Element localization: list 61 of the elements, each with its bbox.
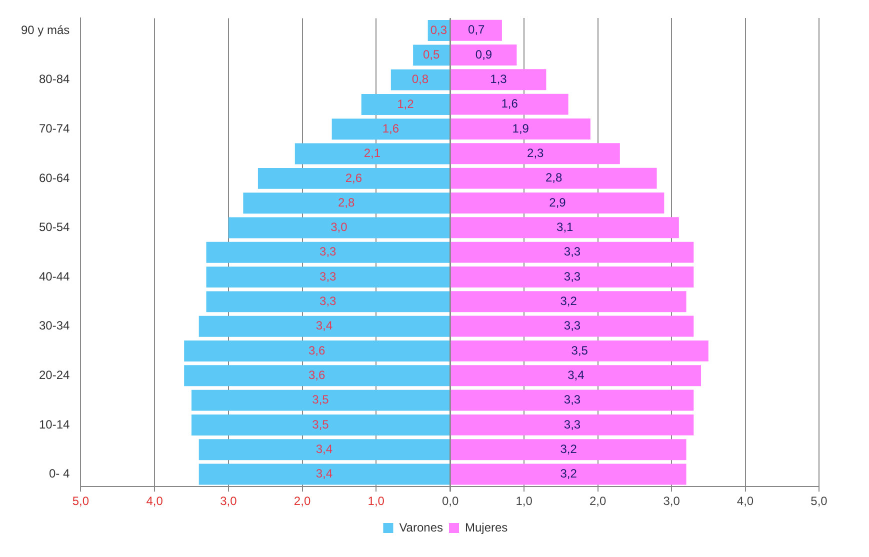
data-label: 2,6 (345, 170, 362, 185)
y-tick-label: 70-74 (38, 121, 70, 136)
data-label: 1,6 (382, 121, 400, 136)
data-label: 3,1 (556, 220, 574, 234)
data-label: 3,5 (312, 392, 330, 407)
data-label: 3,4 (316, 318, 333, 333)
data-label: 1,2 (397, 96, 414, 111)
data-label: 3,2 (560, 466, 577, 481)
data-label: 1,3 (490, 72, 507, 86)
data-label: 2,8 (545, 170, 562, 185)
data-label: 3,3 (320, 244, 337, 259)
y-tick-label: 10-14 (38, 417, 70, 432)
data-label: 0,8 (412, 72, 429, 86)
data-label: 0,5 (422, 47, 440, 62)
x-tick-label: 4,0 (736, 494, 754, 508)
legend-label: Varones (399, 520, 444, 534)
y-tick-label: 0- 4 (49, 466, 70, 481)
y-tick-label: 50-54 (38, 220, 70, 234)
data-label: 3,3 (320, 294, 337, 308)
data-label: 3,6 (308, 368, 326, 382)
data-label: 3,3 (564, 318, 581, 333)
x-tick-label: 3,0 (662, 494, 680, 508)
data-label: 3,2 (560, 442, 577, 456)
x-tick-label: 0,0 (442, 494, 459, 508)
data-label: 3,4 (316, 466, 333, 481)
data-label: 3,0 (330, 220, 348, 234)
data-label: 2,8 (338, 195, 356, 210)
y-tick-label: 40-44 (38, 269, 70, 284)
data-label: 3,3 (564, 269, 581, 284)
y-tick-label: 60-64 (38, 170, 70, 185)
data-label: 2,1 (364, 146, 381, 160)
x-tick-label: 5,0 (72, 494, 90, 508)
data-label: 0,7 (468, 22, 485, 37)
data-label: 0,3 (430, 22, 448, 37)
y-tick-label: 80-84 (38, 72, 70, 86)
data-label: 3,5 (570, 343, 588, 358)
x-tick-label: 2,0 (589, 494, 606, 508)
data-label: 3,3 (564, 244, 581, 259)
data-label: 3,3 (564, 392, 581, 407)
data-label: 3,6 (308, 343, 326, 358)
x-tick-label: 2,0 (294, 494, 311, 508)
data-label: 3,4 (567, 368, 584, 382)
data-label: 3,4 (316, 442, 333, 456)
x-tick-label: 5,0 (810, 494, 828, 508)
data-label: 1,9 (512, 121, 529, 136)
data-label: 3,3 (320, 269, 337, 284)
y-tick-label: 30-34 (38, 318, 70, 333)
x-tick-label: 3,0 (220, 494, 238, 508)
data-label: 2,9 (548, 195, 566, 210)
data-label: 3,3 (564, 417, 581, 432)
y-tick-label: 90 y más (21, 22, 70, 37)
data-label: 1,6 (500, 96, 518, 111)
x-tick-label: 1,0 (515, 494, 532, 508)
data-label: 0,9 (475, 47, 492, 62)
x-tick-label: 1,0 (368, 494, 385, 508)
x-tick-label: 4,0 (146, 494, 164, 508)
data-label: 3,2 (560, 294, 577, 308)
data-label: 3,5 (312, 417, 330, 432)
legend-label: Mujeres (464, 520, 508, 534)
y-tick-label: 20-24 (38, 368, 70, 382)
data-label: 2,3 (526, 146, 544, 160)
